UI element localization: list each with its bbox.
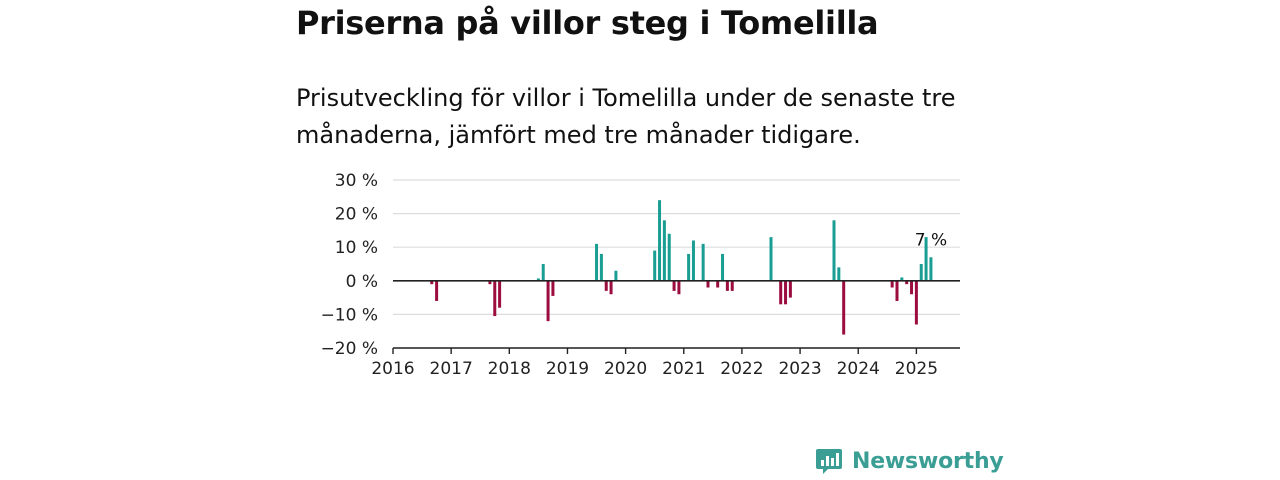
bar [667, 233, 671, 281]
bar [653, 250, 657, 281]
y-tick-label: 30 % [335, 171, 378, 191]
bar [498, 280, 502, 308]
x-tick-label: 2022 [720, 359, 763, 379]
bar [599, 253, 603, 281]
bar [919, 264, 923, 281]
bar-chart: 30 % 20 % 10 % 0 % −10 % −20 %2016 2017 2018 201… [321, 171, 960, 379]
bar [890, 280, 894, 288]
x-tick-label: 2023 [778, 359, 821, 379]
bar [672, 280, 676, 291]
x-tick-label: 2017 [430, 359, 473, 379]
bar [604, 280, 608, 291]
bar [895, 280, 899, 301]
y-tick-label: −20 % [321, 339, 378, 359]
x-tick-label: 2019 [546, 359, 589, 379]
bar [910, 280, 914, 295]
y-tick-label: −10 % [321, 305, 378, 325]
bar [551, 280, 555, 296]
bar [609, 280, 613, 295]
x-tick-label: 2024 [837, 359, 880, 379]
bar [832, 220, 836, 281]
bar [924, 237, 928, 281]
bar [721, 253, 725, 281]
bar [788, 280, 792, 298]
bar [493, 280, 497, 317]
bar [595, 243, 599, 281]
tick-labels: 30 % 20 % 10 % 0 % −10 % −20 %2016 2017 2018 201… [321, 171, 948, 379]
bar [614, 270, 618, 281]
gridlines [393, 179, 960, 349]
bar [677, 280, 681, 295]
bar [779, 280, 783, 305]
newsworthy-brand: Newsworthy [815, 446, 1004, 476]
bar [658, 200, 662, 281]
newsworthy-logo-icon [816, 449, 842, 474]
x-tick-label: 2021 [662, 359, 705, 379]
bar [430, 280, 434, 285]
bar [662, 220, 666, 281]
bar [929, 257, 933, 281]
axes [392, 280, 960, 354]
bar [725, 280, 729, 291]
bar [730, 280, 734, 291]
bar [769, 237, 773, 281]
bar [900, 277, 904, 281]
bar [701, 243, 705, 281]
bar [536, 278, 540, 281]
bars [430, 200, 933, 335]
latest-value-label: 7 % [915, 230, 947, 250]
bar [905, 280, 909, 285]
bar [784, 280, 788, 305]
y-tick-label: 10 % [335, 238, 378, 258]
bar [435, 280, 439, 301]
chart-subtitle: Prisutveckling för villor i Tomelilla un… [296, 84, 956, 149]
y-tick-label: 0 % [346, 272, 378, 292]
bar [546, 280, 550, 322]
bar [842, 280, 846, 335]
bar [914, 280, 918, 325]
x-tick-label: 2016 [371, 359, 414, 379]
bar [706, 280, 710, 288]
x-tick-label: 2020 [604, 359, 647, 379]
x-tick-label: 2018 [488, 359, 531, 379]
bar [716, 280, 720, 288]
brand-name: Newsworthy [852, 448, 1004, 474]
bar [541, 264, 545, 281]
bar [488, 280, 492, 285]
x-tick-label: 2025 [895, 359, 938, 379]
bar [837, 267, 841, 281]
bar [687, 253, 691, 281]
chart-title: Priserna på villor steg i Tomelilla [296, 4, 879, 42]
y-tick-label: 20 % [335, 205, 378, 225]
bar [691, 240, 695, 281]
